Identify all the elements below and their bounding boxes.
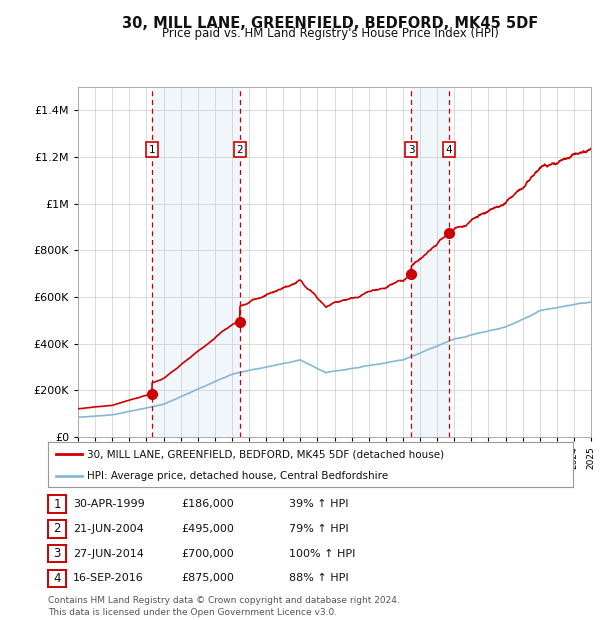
Text: 1: 1 xyxy=(149,145,155,155)
Text: 3: 3 xyxy=(53,547,61,560)
Text: 100% ↑ HPI: 100% ↑ HPI xyxy=(289,549,356,559)
Text: £186,000: £186,000 xyxy=(181,499,234,509)
Text: 79% ↑ HPI: 79% ↑ HPI xyxy=(289,524,349,534)
Text: £875,000: £875,000 xyxy=(181,574,234,583)
Text: HPI: Average price, detached house, Central Bedfordshire: HPI: Average price, detached house, Cent… xyxy=(88,471,389,480)
Text: 16-SEP-2016: 16-SEP-2016 xyxy=(73,574,144,583)
Text: 30, MILL LANE, GREENFIELD, BEDFORD, MK45 5DF: 30, MILL LANE, GREENFIELD, BEDFORD, MK45… xyxy=(122,16,538,30)
Text: 39% ↑ HPI: 39% ↑ HPI xyxy=(289,499,349,509)
Text: 4: 4 xyxy=(446,145,452,155)
Text: 2: 2 xyxy=(53,523,61,535)
Text: £700,000: £700,000 xyxy=(181,549,234,559)
Bar xyxy=(411,87,449,437)
Text: 21-JUN-2004: 21-JUN-2004 xyxy=(73,524,144,534)
Text: £495,000: £495,000 xyxy=(181,524,234,534)
Text: 4: 4 xyxy=(53,572,61,585)
Text: 2: 2 xyxy=(236,145,243,155)
Bar xyxy=(152,87,240,437)
Text: 30-APR-1999: 30-APR-1999 xyxy=(73,499,145,509)
Text: 88% ↑ HPI: 88% ↑ HPI xyxy=(289,574,349,583)
Text: Contains HM Land Registry data © Crown copyright and database right 2024.
This d: Contains HM Land Registry data © Crown c… xyxy=(48,596,400,617)
Text: Price paid vs. HM Land Registry's House Price Index (HPI): Price paid vs. HM Land Registry's House … xyxy=(161,27,499,40)
Text: 30, MILL LANE, GREENFIELD, BEDFORD, MK45 5DF (detached house): 30, MILL LANE, GREENFIELD, BEDFORD, MK45… xyxy=(88,449,445,459)
Text: 27-JUN-2014: 27-JUN-2014 xyxy=(73,549,144,559)
Text: 1: 1 xyxy=(53,498,61,510)
Text: 3: 3 xyxy=(408,145,415,155)
